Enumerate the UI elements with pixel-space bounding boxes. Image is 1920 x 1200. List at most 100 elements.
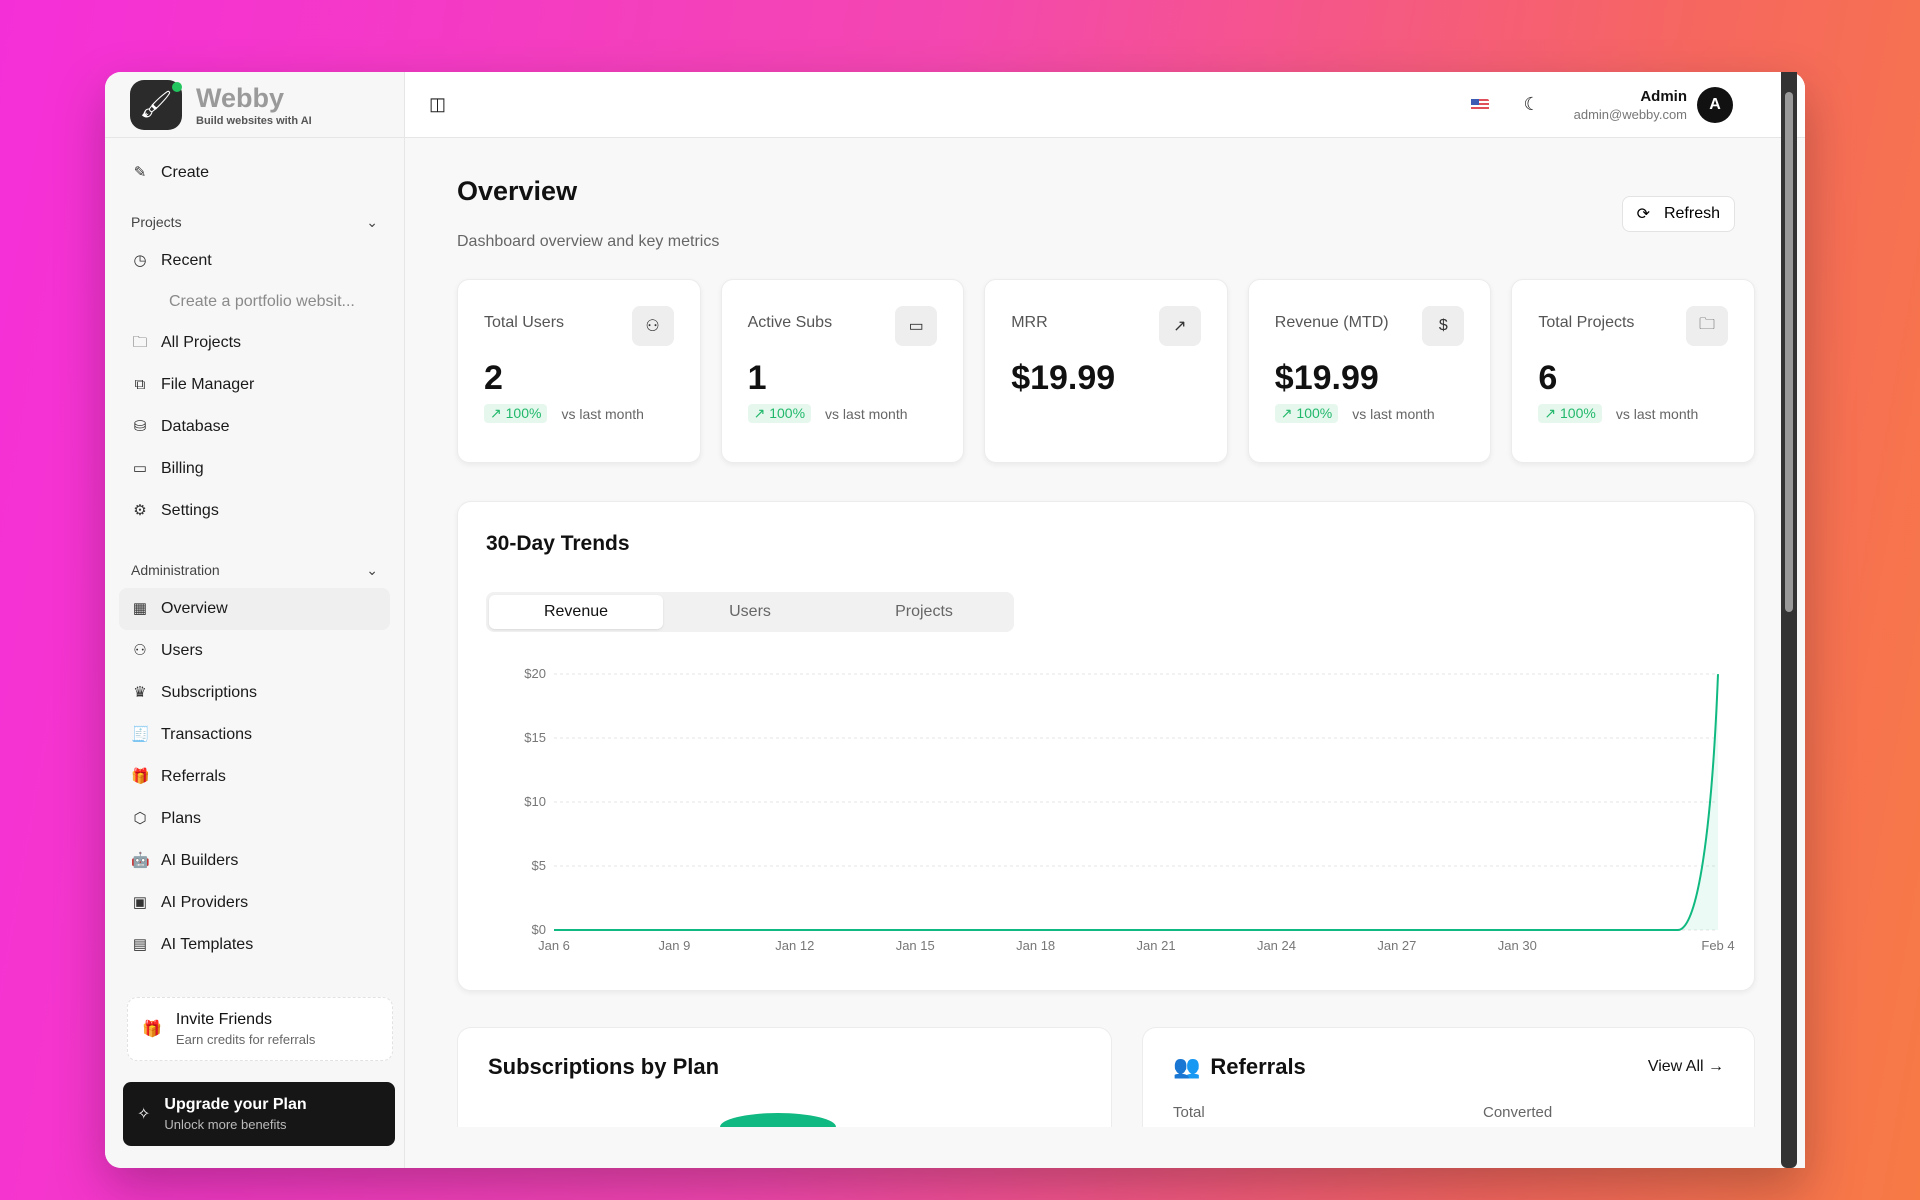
x-tick-label: Jan 24	[1257, 938, 1296, 953]
receipt-icon: 🧾	[131, 726, 150, 743]
referrals-panel: 👥 Referrals View All → Total Converted	[1142, 1027, 1755, 1127]
brand[interactable]: 🖌 Webby Build websites with AI	[105, 72, 404, 138]
top-bar: ◫ ☾ Admin admin@webby.com A	[405, 72, 1805, 138]
change-value: 100%	[505, 405, 542, 421]
tab-projects[interactable]: Projects	[895, 603, 953, 620]
administration-section-toggle[interactable]: Administration ⌄	[119, 552, 390, 588]
recent-project-link[interactable]: Create a portfolio websit...	[169, 293, 355, 310]
revenue-chart: $0 $5 $10 $15 $20 Jan 6 Jan 9 Jan 12 Jan 15 Jan 1…	[524, 666, 1734, 953]
page-description: Dashboard overview and key metrics	[457, 233, 720, 250]
app-window: 🖌 Webby Build websites with AI ✎ Create Pr…	[105, 72, 1805, 1168]
trends-panel: 30-Day Trends Revenue Users Projects $0 $…	[457, 501, 1755, 991]
projects-section-toggle[interactable]: Projects ⌄	[119, 204, 390, 240]
label: Transactions	[161, 726, 252, 743]
subscriptions-by-plan-panel: Subscriptions by Plan	[457, 1027, 1112, 1127]
label: AI Templates	[161, 936, 254, 953]
label: Database	[161, 418, 230, 435]
sidebar-item-overview[interactable]: ▦ Overview	[119, 588, 390, 630]
stats-cards: Total Users ⚇ 2 ↗ 100% vs last month Active S…	[457, 279, 1755, 463]
sparkles-icon: ✧	[137, 1106, 151, 1123]
change-value: 100%	[1296, 405, 1333, 421]
stat-card-total-projects: Total Projects 🗀 6 ↗ 100% vs last month	[1511, 279, 1755, 463]
stat-label: Total Users	[484, 314, 565, 331]
sidebar-toggle-icon[interactable]: ◫	[429, 94, 447, 114]
files-icon: ⧉	[134, 376, 146, 393]
layout-template-icon: ▤	[132, 936, 148, 953]
stat-label: Total Projects	[1538, 314, 1635, 331]
x-tick-label: Jan 21	[1137, 938, 1176, 953]
change-note: vs last month	[1615, 405, 1699, 422]
sidebar-item-ai-providers[interactable]: ▣ AI Providers	[119, 882, 390, 924]
invite-title: Invite Friends	[175, 1011, 272, 1028]
moon-theme-icon[interactable]: ☾	[1523, 94, 1540, 114]
referrals-title: Referrals	[1210, 1054, 1306, 1079]
sidebar-item-billing[interactable]: ▭ Billing	[119, 448, 390, 490]
sidebar-item-database[interactable]: ⛁ Database	[119, 406, 390, 448]
stat-card-active-subs: Active Subs ▭ 1 ↗ 100% vs last month	[720, 279, 965, 463]
avatar[interactable]: A	[1697, 86, 1733, 123]
sidebar-item-transactions[interactable]: 🧾 Transactions	[119, 714, 390, 756]
change-note: vs last month	[1352, 405, 1435, 422]
sidebar-item-users[interactable]: ⚇ Users	[119, 630, 390, 672]
refresh-icon: ⟳	[1636, 206, 1650, 223]
stat-value: $19.99	[1011, 359, 1116, 397]
sidebar-item-file-manager[interactable]: ⧉ File Manager	[119, 364, 390, 406]
sidebar-item-ai-templates[interactable]: ▤ AI Templates	[119, 924, 390, 966]
sidebar-item-ai-builders[interactable]: 🤖 AI Builders	[119, 840, 390, 882]
sidebar-item-create[interactable]: ✎ Create	[119, 152, 390, 194]
sidebar-item-recent[interactable]: ◷ Recent	[119, 240, 390, 282]
sidebar-item-all-projects[interactable]: 🗀 All Projects	[119, 322, 390, 364]
refresh-label: Refresh	[1663, 205, 1720, 222]
sidebar-item-referrals[interactable]: 🎁 Referrals	[119, 756, 390, 798]
bot-icon: 🤖	[131, 852, 150, 869]
upgrade-title: Upgrade your Plan	[164, 1096, 307, 1113]
tab-revenue[interactable]: Revenue	[489, 595, 663, 629]
credit-card-icon: ▭	[132, 460, 148, 477]
x-tick-label: Jan 18	[1016, 938, 1055, 953]
change-note: vs last month	[825, 405, 908, 422]
us-flag-language-icon[interactable]	[1471, 98, 1490, 111]
upgrade-plan-button[interactable]: ✧ Upgrade your Plan Unlock more benefits	[123, 1082, 395, 1146]
invite-friends-card[interactable]: 🎁 Invite Friends Earn credits for referral…	[127, 997, 393, 1061]
gift-icon: 🎁	[142, 1021, 162, 1038]
view-all-link[interactable]: View All →	[1648, 1058, 1724, 1076]
main-content: ◫ ☾ Admin admin@webby.com A Overview Dash…	[405, 72, 1805, 1168]
package-icon: ⬡	[133, 810, 147, 827]
refresh-button[interactable]: ⟳ Refresh	[1621, 196, 1735, 232]
change-value: 100%	[1560, 405, 1596, 421]
brand-tagline: Build websites with AI	[196, 114, 312, 127]
dollar-icon: $	[1422, 306, 1465, 346]
users-icon: ⚇	[133, 642, 147, 659]
tab-users[interactable]: Users	[729, 603, 771, 620]
brand-name: Webby	[196, 82, 285, 113]
stat-label: MRR	[1011, 314, 1048, 331]
clock-icon: ◷	[133, 252, 147, 269]
stat-value: 2	[484, 359, 503, 397]
sidebar-item-plans[interactable]: ⬡ Plans	[119, 798, 390, 840]
label: Billing	[161, 460, 204, 477]
status-dot	[172, 81, 182, 92]
label: Plans	[161, 810, 202, 827]
stat-card-mrr: MRR ↗ $19.99	[984, 279, 1228, 463]
stat-value: $19.99	[1274, 359, 1379, 397]
sidebar-item-subscriptions[interactable]: ♛ Subscriptions	[119, 672, 390, 714]
sidebar-item-settings[interactable]: ⚙ Settings	[119, 490, 390, 532]
y-tick-label: $10	[524, 794, 546, 809]
label: Users	[161, 642, 203, 659]
label: Recent	[161, 252, 212, 269]
x-tick-label: Jan 15	[896, 938, 935, 953]
trends-tabs: Revenue Users Projects	[486, 592, 1014, 632]
subscriptions-title: Subscriptions by Plan	[488, 1054, 720, 1079]
trending-up-icon: ↗	[1158, 306, 1201, 346]
users-icon: ⚇	[631, 306, 674, 346]
y-tick-label: $15	[524, 730, 546, 745]
y-tick-label: $5	[532, 858, 546, 873]
label: AI Builders	[161, 852, 239, 869]
scrollbar[interactable]	[1781, 72, 1797, 1168]
scrollbar-thumb[interactable]	[1785, 92, 1793, 612]
brush-logo-icon: 🖌	[130, 79, 182, 130]
grid-icon: ▦	[132, 600, 148, 617]
gift-icon: 🎁	[131, 768, 150, 785]
arrow-right-icon: →	[1708, 1058, 1724, 1075]
user-menu[interactable]: Admin admin@webby.com	[1574, 88, 1687, 122]
